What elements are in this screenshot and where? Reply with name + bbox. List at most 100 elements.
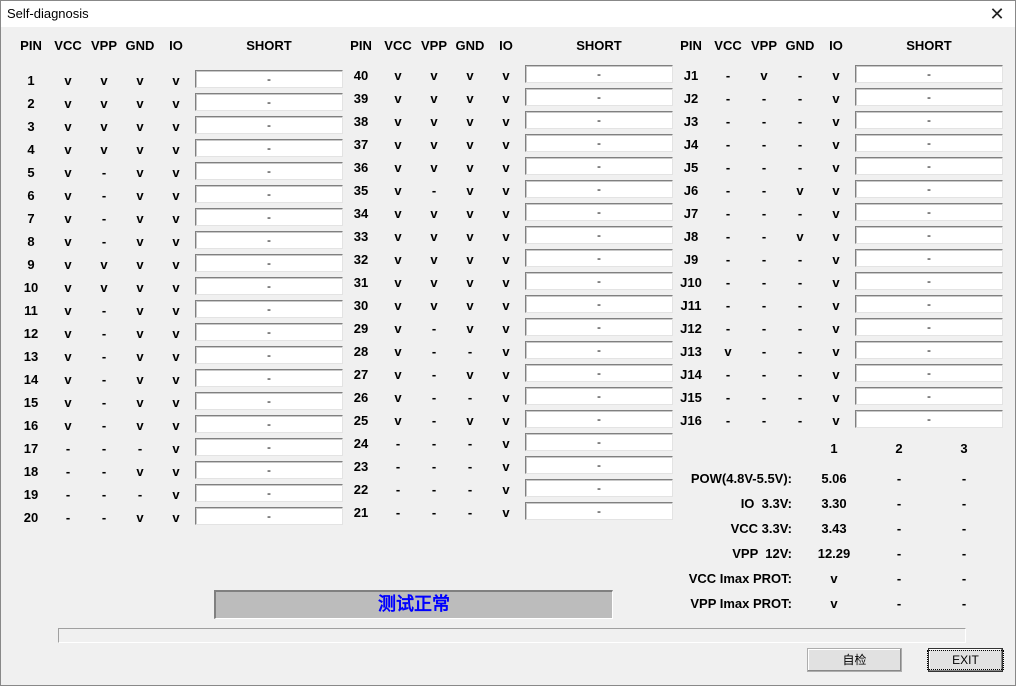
progress-bar: [58, 628, 966, 643]
io-cell: v: [172, 188, 180, 203]
io-cell: v: [832, 367, 840, 382]
pin-cell: 5: [27, 165, 35, 180]
vpp-cell: v: [430, 137, 438, 152]
pin-cell: 15: [23, 395, 39, 410]
pin-cell: J4: [683, 137, 699, 152]
vpp-cell: -: [101, 349, 107, 364]
short-field: -: [525, 341, 673, 359]
vcc-cell: -: [65, 464, 71, 479]
gnd-cell: -: [467, 482, 473, 497]
gnd-cell: v: [796, 229, 804, 244]
voltage-value: -: [896, 471, 902, 486]
voltage-label: VPP 12V:: [732, 546, 792, 561]
voltage-value: -: [896, 571, 902, 586]
gnd-cell: v: [136, 188, 144, 203]
gnd-cell: -: [797, 68, 803, 83]
vpp-cell: v: [430, 114, 438, 129]
gnd-cell: -: [797, 91, 803, 106]
pin-cell: 2: [27, 96, 35, 111]
voltage-value: -: [961, 496, 967, 511]
gnd-cell: -: [797, 252, 803, 267]
vpp-cell: -: [431, 436, 437, 451]
gnd-cell: v: [136, 349, 144, 364]
vpp-cell: v: [430, 275, 438, 290]
pin-cell: J11: [680, 298, 702, 313]
short-field: -: [525, 295, 673, 313]
gnd-cell: -: [137, 441, 143, 456]
gnd-cell: -: [797, 275, 803, 290]
vcc-cell: v: [64, 280, 72, 295]
header-io: IO: [829, 38, 843, 53]
short-field: -: [855, 157, 1003, 175]
vpp-cell: -: [761, 298, 767, 313]
io-cell: v: [172, 418, 180, 433]
vpp-cell: -: [101, 510, 107, 525]
header-pin: PIN: [350, 38, 372, 53]
gnd-cell: v: [136, 372, 144, 387]
gnd-cell: v: [136, 510, 144, 525]
short-field: -: [855, 134, 1003, 152]
vpp-cell: -: [761, 367, 767, 382]
io-cell: v: [832, 137, 840, 152]
self-check-button[interactable]: 自检: [807, 648, 902, 672]
header-pin: PIN: [680, 38, 702, 53]
short-field: -: [525, 65, 673, 83]
short-field: -: [855, 272, 1003, 290]
vpp-cell: v: [100, 119, 108, 134]
gnd-cell: v: [136, 257, 144, 272]
gnd-cell: -: [797, 321, 803, 336]
voltage-label: VCC 3.3V:: [730, 521, 792, 536]
short-field: -: [855, 249, 1003, 267]
pin-cell: J9: [683, 252, 699, 267]
pin-cell: 18: [23, 464, 39, 479]
gnd-cell: v: [136, 418, 144, 433]
io-cell: v: [172, 510, 180, 525]
io-cell: v: [502, 413, 510, 428]
vcc-cell: -: [395, 459, 401, 474]
pin-cell: 6: [27, 188, 35, 203]
io-cell: v: [172, 464, 180, 479]
vpp-cell: -: [101, 372, 107, 387]
vpp-cell: v: [100, 96, 108, 111]
short-field: -: [525, 502, 673, 520]
header-pin: PIN: [20, 38, 42, 53]
vcc-cell: v: [64, 395, 72, 410]
vcc-cell: -: [725, 183, 731, 198]
io-cell: v: [832, 390, 840, 405]
vpp-cell: -: [431, 367, 437, 382]
io-cell: v: [172, 441, 180, 456]
voltage-value: -: [896, 521, 902, 536]
pin-cell: 34: [353, 206, 369, 221]
gnd-cell: v: [466, 68, 474, 83]
short-field: -: [195, 346, 343, 364]
short-field: -: [195, 208, 343, 226]
io-cell: v: [832, 206, 840, 221]
short-field: -: [855, 364, 1003, 382]
vcc-cell: -: [725, 91, 731, 106]
vcc-cell: v: [394, 321, 402, 336]
pin-cell: 13: [23, 349, 39, 364]
short-field: -: [195, 70, 343, 88]
gnd-cell: v: [466, 183, 474, 198]
header-vcc: VCC: [384, 38, 412, 53]
io-cell: v: [172, 326, 180, 341]
exit-button[interactable]: EXIT: [927, 648, 1004, 672]
gnd-cell: -: [797, 367, 803, 382]
vcc-cell: -: [725, 298, 731, 313]
short-field: -: [195, 369, 343, 387]
vcc-cell: v: [394, 137, 402, 152]
vcc-cell: -: [395, 436, 401, 451]
header-vcc: VCC: [714, 38, 742, 53]
vpp-cell: -: [761, 137, 767, 152]
gnd-cell: v: [466, 160, 474, 175]
gnd-cell: -: [797, 413, 803, 428]
short-field: -: [525, 272, 673, 290]
vcc-cell: -: [65, 487, 71, 502]
vcc-cell: v: [64, 257, 72, 272]
vcc-cell: v: [64, 96, 72, 111]
header-short: SHORT: [246, 38, 292, 53]
vcc-cell: v: [394, 252, 402, 267]
close-icon[interactable]: ✕: [989, 4, 1005, 24]
vcc-cell: v: [394, 91, 402, 106]
gnd-cell: -: [797, 344, 803, 359]
